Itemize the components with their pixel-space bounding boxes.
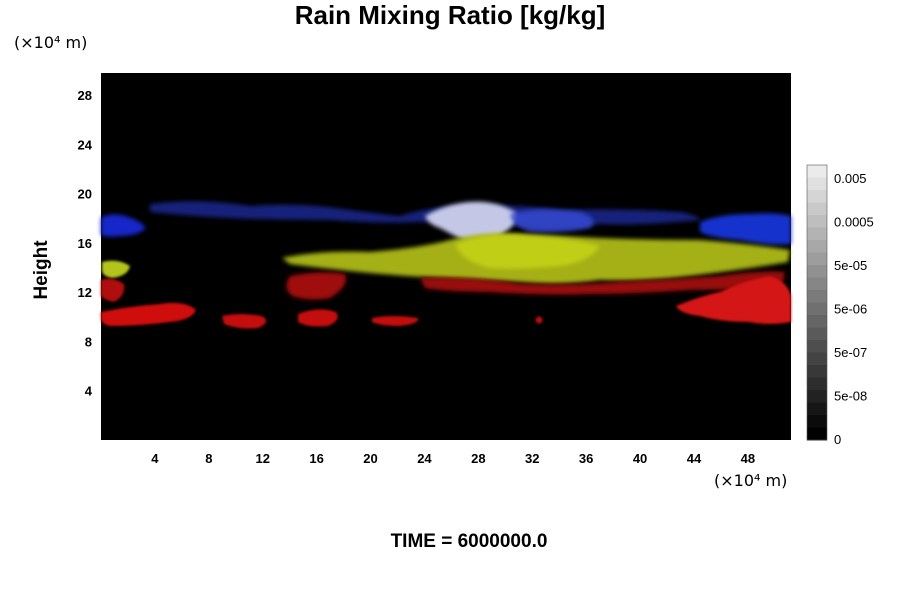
- y-tick-label: 12: [78, 285, 92, 300]
- colorbar-step: [807, 202, 827, 216]
- colorbar-step: [807, 215, 827, 228]
- x-tick-label: 36: [579, 451, 593, 466]
- colorbar-step: [807, 327, 827, 341]
- chart-title: Rain Mixing Ratio [kg/kg]: [294, 0, 606, 30]
- y-tick-label: 24: [78, 137, 93, 152]
- lower-layer: [286, 272, 346, 300]
- colorbar-label: 0: [834, 432, 841, 447]
- upper-layer-left: [101, 214, 146, 237]
- colorbar-label: 5e-08: [834, 389, 867, 404]
- colorbar-step: [807, 315, 827, 328]
- x-unit-label: (×10⁴ m): [714, 471, 788, 490]
- y-tick-label: 8: [85, 334, 92, 349]
- x-tick-label: 44: [687, 451, 702, 466]
- colorbar-step: [807, 277, 827, 291]
- colorbar-label: 5e-07: [834, 345, 867, 360]
- y-unit-label: (×10⁴ m): [14, 33, 88, 52]
- colorbar-label: 0.005: [834, 171, 867, 186]
- x-tick-label: 48: [741, 451, 755, 466]
- colorbar-step: [807, 165, 827, 178]
- mid-layer-bright: [455, 234, 600, 269]
- colorbar-label: 0.0005: [834, 215, 874, 230]
- colorbar: [806, 164, 828, 441]
- time-label: TIME = 6000000.0: [390, 531, 548, 552]
- base-cluster-left: [101, 302, 196, 326]
- lower-layer-left: [101, 278, 125, 302]
- core-top-blue: [510, 209, 594, 233]
- base-cluster-16: [298, 309, 338, 327]
- colorbar-border: [806, 164, 828, 441]
- base-dot-32: [535, 316, 543, 324]
- colorbar-step: [807, 252, 827, 266]
- y-tick-label: 28: [78, 88, 92, 103]
- x-axis-ticks: 4 8 12 16 20 24 28 32 36 40 44 48: [151, 451, 755, 466]
- x-tick-label: 20: [363, 451, 377, 466]
- lower-layer-right: [420, 271, 785, 295]
- colorbar-step: [807, 365, 827, 378]
- x-tick-label: 40: [633, 451, 647, 466]
- colorbar-step: [807, 190, 827, 203]
- upper-layer-right: [700, 213, 791, 245]
- base-cluster-20: [372, 316, 419, 326]
- y-axis-ticks: 4 8 12 16 20 24 28: [78, 88, 93, 399]
- y-tick-label: 20: [78, 187, 92, 202]
- y-tick-label: 4: [85, 384, 93, 399]
- colorbar-step: [807, 340, 827, 353]
- x-tick-label: 28: [471, 451, 485, 466]
- colorbar-label: 5e-06: [834, 302, 867, 317]
- colorbar-step: [807, 265, 827, 278]
- x-tick-label: 12: [255, 451, 269, 466]
- base-cluster-right: [676, 276, 791, 324]
- x-tick-label: 24: [417, 451, 432, 466]
- colorbar-step: [807, 352, 827, 366]
- colorbar-step: [807, 302, 827, 316]
- colorbar-labels: 0.005 0.0005 5e-05 5e-06 5e-07 5e-08 0: [834, 171, 874, 447]
- colorbar-step: [807, 290, 827, 303]
- base-cluster-12: [222, 314, 267, 329]
- colorbar-step: [807, 390, 827, 403]
- colorbar-step: [807, 402, 827, 416]
- x-tick-label: 32: [525, 451, 539, 466]
- x-tick-label: 8: [205, 451, 212, 466]
- colorbar-step: [807, 177, 827, 191]
- colorbar-step: [807, 240, 827, 253]
- colorbar-label: 5e-05: [834, 258, 867, 273]
- y-tick-label: 16: [78, 236, 92, 251]
- mid-layer-left-blob: [102, 260, 130, 278]
- colorbar-step: [807, 415, 827, 428]
- colorbar-step: [807, 227, 827, 241]
- colorbar-step: [807, 377, 827, 391]
- x-tick-label: 16: [309, 451, 323, 466]
- colorbar-step: [807, 427, 827, 441]
- rain-field: [101, 201, 791, 329]
- x-tick-label: 4: [151, 451, 159, 466]
- core-top: [425, 201, 517, 245]
